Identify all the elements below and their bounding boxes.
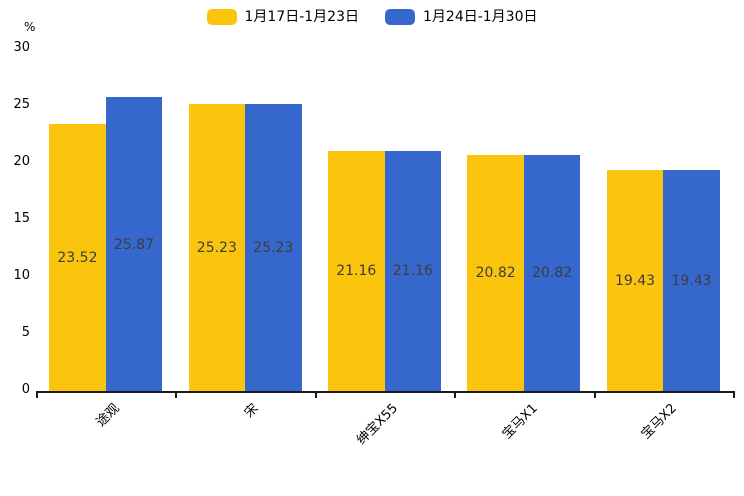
legend-item-series-1[interactable]: 1月24日-1月30日	[385, 8, 538, 26]
x-category-label-1: 宋	[241, 401, 262, 421]
y-axis-unit-label: %	[24, 20, 36, 34]
legend-swatch-icon	[206, 9, 237, 25]
bar-宝马X2-series-0	[606, 170, 664, 392]
x-axis-line	[36, 391, 735, 393]
bar-绅宝X55-series-1	[384, 150, 441, 392]
bar-value-label: 21.16	[336, 263, 377, 280]
bar-value-label: 21.16	[392, 263, 433, 280]
x-category-label-2: 绅宝X55	[354, 401, 402, 448]
legend: 1月17日-1月23日 1月24日-1月30日	[0, 8, 744, 26]
legend-label: 1月24日-1月30日	[423, 9, 538, 25]
bar-宝马X1-series-1	[523, 154, 581, 392]
y-tick-label: 0	[21, 382, 30, 397]
y-tick-label: 20	[13, 154, 30, 169]
x-axis-tick	[593, 393, 596, 398]
bar-宋-series-0	[188, 104, 246, 392]
bar-value-label: 19.43	[615, 273, 656, 290]
x-category-label-0: 途观	[93, 401, 123, 431]
x-axis-tick	[454, 393, 457, 398]
bar-途观-series-1	[105, 97, 163, 392]
y-tick-label: 15	[13, 211, 30, 226]
legend-label: 1月17日-1月23日	[244, 9, 360, 25]
bar-宋-series-1	[245, 104, 302, 392]
y-tick-label: 30	[13, 40, 30, 55]
bar-value-label: 19.43	[671, 273, 712, 290]
x-category-label-4: 宝马X2	[638, 401, 680, 443]
y-tick-label: 10	[13, 268, 30, 283]
x-axis-tick	[175, 393, 178, 398]
x-category-label-3: 宝马X1	[499, 401, 541, 443]
bar-value-label: 25.23	[196, 240, 237, 257]
legend-item-series-0[interactable]: 1月17日-1月23日	[206, 8, 360, 26]
bar-途观-series-0	[49, 123, 106, 392]
bar-value-label: 25.23	[253, 240, 294, 257]
legend-swatch-icon	[385, 9, 415, 25]
bar-value-label: 20.82	[475, 265, 516, 282]
y-tick-label: 5	[21, 325, 30, 340]
bar-value-label: 20.82	[532, 265, 573, 282]
x-axis-tick	[314, 393, 317, 398]
bar-宝马X1-series-0	[467, 154, 524, 392]
bar-value-label: 23.52	[57, 249, 98, 266]
bar-宝马X2-series-1	[663, 170, 720, 392]
x-axis-tick	[36, 393, 38, 398]
bar-绅宝X55-series-0	[328, 150, 385, 392]
y-tick-label: 25	[13, 97, 30, 112]
x-axis-tick	[733, 393, 735, 398]
bar-value-label: 25.87	[113, 236, 154, 253]
